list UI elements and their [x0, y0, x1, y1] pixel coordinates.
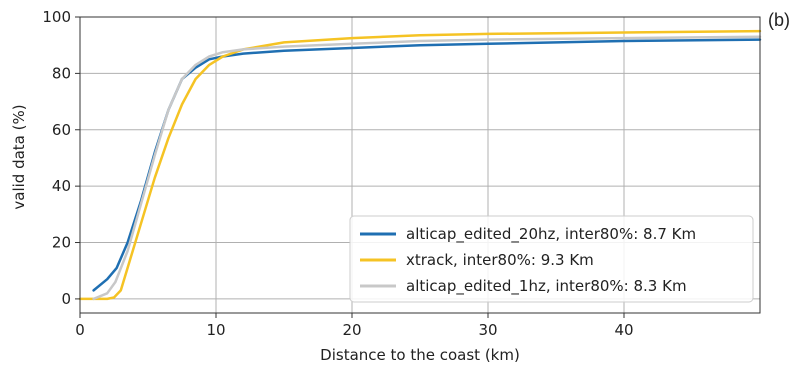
legend-label: alticap_edited_1hz, inter80%: 8.3 Km — [406, 277, 687, 296]
panel-label: (b) — [768, 10, 790, 30]
plot-frame — [79, 16, 761, 314]
x-tick-label: 40 — [614, 321, 633, 339]
x-tick-labels: 0 10 20 30 40 — [75, 313, 634, 339]
series-line — [92, 35, 762, 301]
y-tick-label: 80 — [52, 64, 71, 82]
y-tick-label: 60 — [52, 121, 71, 139]
legend: alticap_edited_20hz, inter80%: 8.7 Km xtr… — [349, 215, 754, 303]
legend-label: alticap_edited_20hz, inter80%: 8.7 Km — [406, 225, 696, 244]
y-tick-label: 0 — [61, 290, 71, 308]
x-tick-label: 10 — [206, 321, 225, 339]
x-tick-label: 0 — [75, 321, 85, 339]
legend-box — [349, 215, 754, 303]
series-lines — [78, 29, 762, 301]
y-tick-labels: 0 20 40 60 80 100 — [42, 8, 80, 308]
series-line — [78, 29, 762, 301]
x-tick-label: 20 — [342, 321, 361, 339]
y-axis-label: valid data (%) — [10, 104, 28, 209]
y-tick-label: 40 — [52, 177, 71, 195]
y-tick-label: 100 — [42, 8, 71, 26]
y-tick-label: 20 — [52, 234, 71, 252]
x-tick-label: 30 — [478, 321, 497, 339]
legend-label: xtrack, inter80%: 9.3 Km — [406, 251, 594, 269]
x-axis-label: Distance to the coast (km) — [320, 346, 520, 364]
series-line — [92, 38, 762, 292]
